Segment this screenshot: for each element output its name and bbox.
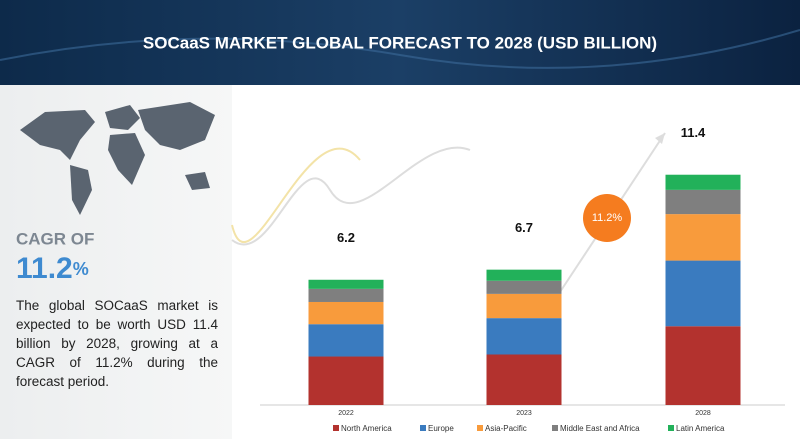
cagr-unit: %: [73, 259, 89, 279]
bar-segment: [308, 356, 384, 405]
bar-segment: [486, 318, 562, 355]
cagr-value: 11.2%: [16, 252, 89, 285]
legend-swatch: [668, 425, 674, 431]
bar-segment: [308, 324, 384, 357]
bar-segment: [665, 174, 741, 190]
bar-segment: [486, 354, 562, 405]
legend-label: Asia-Pacific: [485, 424, 527, 433]
bar-segment: [486, 269, 562, 281]
total-label: 6.2: [337, 230, 355, 245]
cagr-number: 11.2: [16, 252, 73, 285]
decor-line: [231, 147, 361, 243]
cagr-label: CAGR OF: [16, 229, 94, 248]
legend-swatch: [420, 425, 426, 431]
bar-segment: [665, 214, 741, 261]
world-map: [20, 102, 215, 215]
bar-segment: [486, 280, 562, 294]
description: The global SOCaaS market is expected to …: [16, 298, 218, 389]
bar-segment: [486, 293, 562, 319]
legend-label: Middle East and Africa: [560, 424, 640, 433]
cagr-bubble: [583, 194, 631, 242]
bar-segment: [308, 279, 384, 289]
chart-title: SOCaaS MARKET GLOBAL FORECAST TO 2028 (U…: [143, 33, 657, 52]
legend-label: Europe: [428, 424, 454, 433]
total-label: 11.4: [681, 125, 706, 140]
legend-label: North America: [341, 424, 392, 433]
bar-segment: [665, 260, 741, 327]
bar-segment: [665, 189, 741, 215]
annotation: 11.2%: [592, 212, 623, 224]
legend-swatch: [333, 425, 339, 431]
arrow-head: [655, 133, 665, 144]
bar-segment: [665, 326, 741, 405]
legend-swatch: [477, 425, 483, 431]
decor-line: [231, 146, 471, 246]
bar-segment: [308, 301, 384, 325]
total-label: 6.7: [515, 220, 533, 235]
legend-label: Latin America: [676, 424, 725, 433]
legend-swatch: [552, 425, 558, 431]
x-tick-label: 2028: [695, 410, 711, 417]
x-tick-label: 2023: [516, 410, 532, 417]
header-decor: [0, 29, 800, 69]
x-tick-label: 2022: [338, 410, 354, 417]
bar-segment: [308, 288, 384, 302]
